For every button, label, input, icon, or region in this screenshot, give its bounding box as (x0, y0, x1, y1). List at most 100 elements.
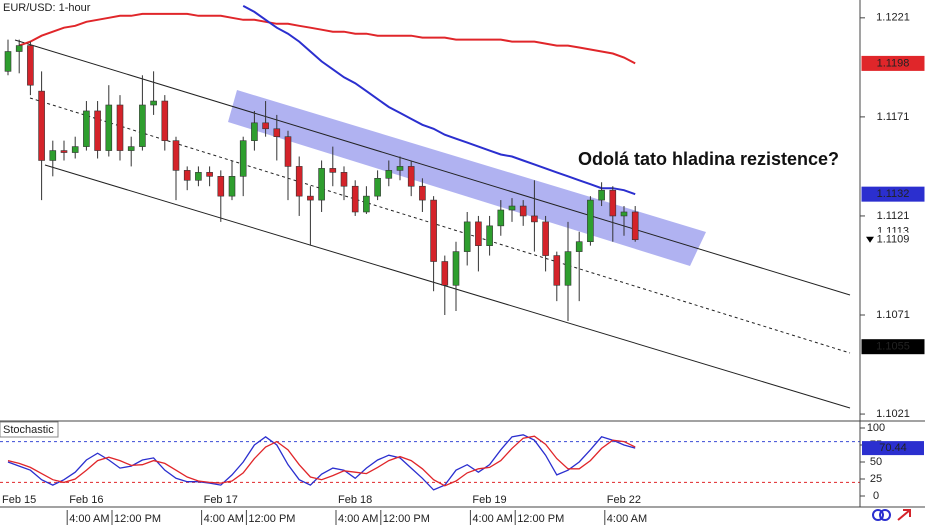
candle-body (60, 150, 68, 153)
x-tick-label: Feb 18 (338, 494, 372, 506)
candle-body (340, 172, 348, 187)
candle-body (284, 136, 292, 167)
candle-body (38, 90, 45, 161)
candle-body (407, 166, 415, 187)
channel-lower (44, 164, 851, 409)
stochastic-line (7, 435, 636, 487)
value-marker-label: 70.44 (879, 442, 907, 454)
candle-body (542, 221, 549, 256)
candle-body (452, 251, 460, 286)
candle-body (519, 205, 527, 217)
channel-mid (29, 97, 851, 354)
y-tick-label: 25 (870, 473, 882, 485)
x-tick-label: 12:00 PM (248, 513, 295, 525)
candle-body (83, 110, 90, 147)
candle-body (239, 140, 247, 177)
chart-title: EUR/USD: 1-hour (3, 2, 91, 14)
candle-body (172, 140, 180, 171)
value-marker (862, 441, 924, 456)
candle-body (463, 221, 471, 252)
link-icon (879, 509, 891, 521)
candle-body (374, 178, 381, 197)
price-marker-label: 1.1055 (876, 341, 910, 353)
toolbar-icons (872, 509, 911, 521)
x-tick-label: Feb 15 (2, 494, 36, 506)
candle-body (273, 128, 281, 137)
candle-body (262, 122, 269, 130)
indicator-title: Stochastic (3, 424, 54, 436)
candle-body (217, 176, 225, 197)
marker-arrow (866, 236, 874, 243)
candle-body (251, 122, 258, 141)
x-tick-label: 12:00 PM (114, 513, 161, 525)
x-tick-label: Feb 19 (472, 494, 506, 506)
candle-body (161, 100, 169, 141)
moving-average (242, 5, 636, 196)
candle-body (419, 185, 426, 201)
y-tick-label: 1.1121 (877, 210, 910, 222)
candle-body (15, 45, 23, 52)
y-tick-label: 1.1021 (876, 408, 910, 420)
x-tick-label: 4:00 AM (338, 513, 378, 525)
x-tick-label: 4:00 AM (69, 513, 109, 525)
x-tick-label: 12:00 PM (383, 513, 430, 525)
candle-body (105, 104, 113, 151)
candle-body (127, 146, 135, 151)
candle-body (587, 199, 594, 242)
title-bg (0, 0, 98, 16)
x-tick-label: 4:00 AM (204, 513, 244, 525)
candle-body (385, 170, 393, 179)
candle-body (116, 104, 124, 151)
y-tick-label: 1.1221 (876, 12, 910, 24)
candle-body (318, 168, 325, 201)
candle-body (575, 241, 583, 252)
candle-body (307, 195, 314, 201)
candle-body (228, 176, 236, 197)
candle-body (150, 100, 157, 106)
candle-body (598, 189, 605, 201)
y-tick-label: 100 (867, 422, 885, 434)
candle-body (396, 166, 404, 171)
x-tick-label: 12:00 PM (517, 513, 564, 525)
channel-upper (14, 39, 851, 296)
candle-body (94, 110, 101, 151)
candle-body (441, 261, 449, 286)
candle-body (475, 221, 482, 246)
candle-body (631, 211, 639, 241)
price-marker-label: 1.1132 (877, 188, 910, 200)
candle-body (486, 225, 493, 246)
price-marker-label: 1.1109 (877, 234, 910, 246)
candle-body (620, 211, 628, 217)
x-tick-label: Feb 16 (69, 494, 103, 506)
candle-body (329, 168, 337, 173)
moving-average (18, 12, 636, 65)
candle-body (363, 195, 370, 213)
candle-body (139, 104, 146, 147)
stochastic-line (7, 434, 636, 491)
candle-body (531, 215, 538, 223)
candle-body (195, 172, 202, 181)
y-tick-label: 1.1071 (876, 309, 910, 321)
candle-body (27, 45, 34, 86)
arrow-icon (897, 509, 911, 521)
candle-body (430, 199, 437, 262)
annotation: Odolá tato hladina rezistence? (578, 149, 839, 169)
candle-body (351, 185, 359, 213)
price-pane (4, 5, 851, 409)
candle-body (4, 51, 12, 72)
link-icon (872, 509, 884, 521)
price-marker-label: 1.1198 (877, 57, 910, 69)
x-tick-label: 4:00 AM (607, 513, 647, 525)
candle-body (49, 150, 57, 161)
stochastic-pane (0, 434, 860, 491)
candle-body (71, 146, 79, 153)
x-tick-label: Feb 17 (204, 494, 238, 506)
x-tick-label: 4:00 AM (472, 513, 512, 525)
price-marker (861, 55, 925, 71)
y-tick-label: 50 (870, 456, 882, 468)
candle-body (553, 255, 561, 286)
price-marker (862, 232, 924, 247)
price-marker (861, 339, 925, 355)
